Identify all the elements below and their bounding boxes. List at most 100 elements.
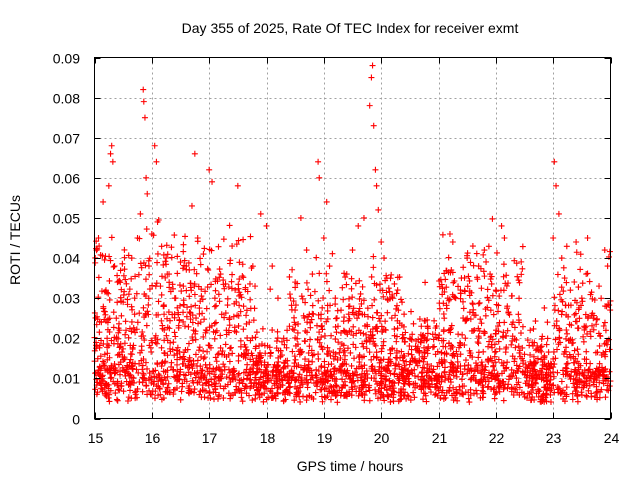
data-point [179,265,186,272]
data-point [349,294,356,301]
data-point [181,257,188,264]
data-point [424,330,431,337]
data-point [304,384,311,391]
data-point [391,389,398,396]
data-point [395,361,402,368]
data-point [298,293,305,300]
data-point [302,356,309,363]
data-point [239,380,246,387]
data-point [490,373,497,380]
data-point [164,373,171,380]
data-point [515,343,522,350]
data-point [471,327,478,334]
data-point [320,379,327,386]
data-point [438,337,445,344]
data-point [142,276,149,283]
data-point [584,235,591,241]
data-point [173,385,180,392]
data-point [357,329,364,336]
data-point [120,388,127,395]
data-point [361,376,368,383]
data-point [532,379,539,386]
data-point [121,340,128,347]
data-point [595,366,602,373]
data-point [167,288,174,295]
data-point [338,340,345,347]
data-point [366,397,373,404]
data-point [556,291,563,298]
data-point [508,292,515,299]
data-point [197,298,204,305]
data-point [453,367,460,374]
data-point [519,344,526,351]
data-point [378,239,385,246]
data-point [562,364,569,371]
data-point [180,309,187,316]
data-point [573,249,580,256]
data-point [252,374,259,381]
data-point [355,310,362,317]
data-point [433,323,440,330]
data-point [382,277,389,284]
data-point [318,311,325,318]
data-point [291,397,298,404]
data-point [207,395,214,402]
data-point [563,384,570,391]
data-point [244,372,251,379]
data-point [449,360,456,367]
data-point [278,352,285,359]
data-point [408,351,415,358]
data-point [490,362,497,369]
data-point [313,254,320,261]
data-point [574,398,581,405]
data-point [142,312,149,319]
data-point [596,342,603,349]
data-point [344,367,351,374]
data-point [363,367,370,374]
data-point [544,335,551,342]
data-point [102,311,109,318]
data-point [441,288,448,295]
data-point [526,390,533,397]
data-point [106,398,113,405]
data-point [380,356,387,363]
data-point [500,287,507,294]
data-point [97,353,104,360]
data-point [305,286,312,293]
data-point [225,284,232,290]
data-point [104,319,111,326]
data-point [107,375,114,382]
data-point [606,368,613,375]
data-point [410,389,417,396]
data-point [439,231,446,238]
data-point [216,274,223,281]
data-point [516,349,523,356]
data-point [384,393,391,400]
data-point [140,370,147,377]
data-point [580,384,587,391]
data-point [295,320,302,327]
data-point [236,289,243,296]
data-point [380,342,387,349]
data-point [201,245,208,252]
data-point [121,288,128,295]
data-point [382,318,389,325]
data-point [206,342,213,349]
data-point [566,372,573,379]
data-point [268,385,275,392]
data-point [573,239,580,246]
data-point [333,383,340,390]
data-point [552,336,559,343]
data-point [590,326,597,333]
data-point [137,210,144,217]
data-point [273,338,280,345]
data-point [193,270,200,277]
data-point [575,306,582,313]
data-point [192,336,199,343]
data-point [226,314,233,321]
data-point [229,271,236,278]
data-point [258,361,265,368]
data-point [354,372,361,379]
data-point [287,295,294,302]
data-point [485,297,492,304]
